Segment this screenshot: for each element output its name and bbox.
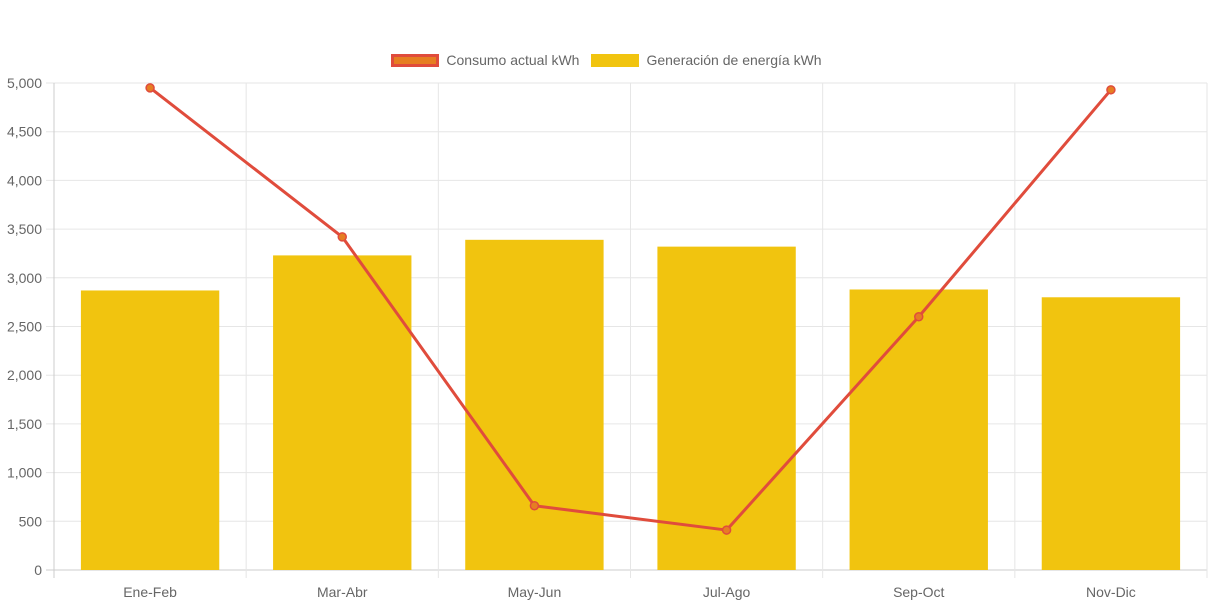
y-tick-label: 5,000 (7, 75, 42, 91)
bar-generacion (80, 290, 220, 570)
bar-generacion (273, 255, 412, 570)
point-consumo (1106, 85, 1116, 95)
y-tick-label: 3,500 (7, 221, 42, 237)
y-tick-label: 4,000 (7, 172, 42, 188)
legend-label-consumo: Consumo actual kWh (446, 52, 580, 68)
x-tick-label: Jul-Ago (703, 584, 751, 600)
line-consumo (149, 86, 1113, 532)
legend-swatch-consumo (391, 53, 440, 67)
bar-generacion (465, 239, 604, 570)
y-tick-label: 2,000 (7, 367, 42, 383)
point-consumo (529, 500, 540, 511)
y-tick-label: 1,000 (7, 465, 42, 481)
legend-label-generacion: Generación de energía kWh (646, 52, 822, 68)
y-tick-label: 2,500 (7, 319, 42, 335)
chart-legend: Consumo actual kWh Generación de energía… (0, 52, 1213, 68)
legend-item-generacion[interactable]: Generación de energía kWh (591, 52, 822, 68)
point-consumo (145, 83, 155, 93)
point-consumo (337, 232, 347, 242)
x-tick-label: Sep-Oct (893, 584, 944, 600)
point-consumo (721, 525, 732, 535)
bar-generacion (1041, 297, 1181, 570)
y-tick-label: 1,500 (7, 416, 42, 432)
y-tick-label: 500 (19, 513, 43, 529)
x-tick-label: May-Jun (508, 584, 562, 600)
x-tick-label: Ene-Feb (123, 584, 177, 600)
bar-generacion (657, 246, 796, 570)
legend-item-consumo[interactable]: Consumo actual kWh (391, 52, 579, 68)
point-consumo (914, 312, 924, 322)
y-tick-label: 4,500 (7, 124, 42, 140)
bar-generacion (849, 289, 988, 570)
legend-swatch-generacion (591, 53, 640, 67)
x-tick-label: Nov-Dic (1086, 584, 1136, 600)
y-tick-label: 3,000 (7, 270, 42, 286)
x-tick-label: Mar-Abr (317, 584, 368, 600)
y-tick-label: 0 (34, 562, 42, 578)
